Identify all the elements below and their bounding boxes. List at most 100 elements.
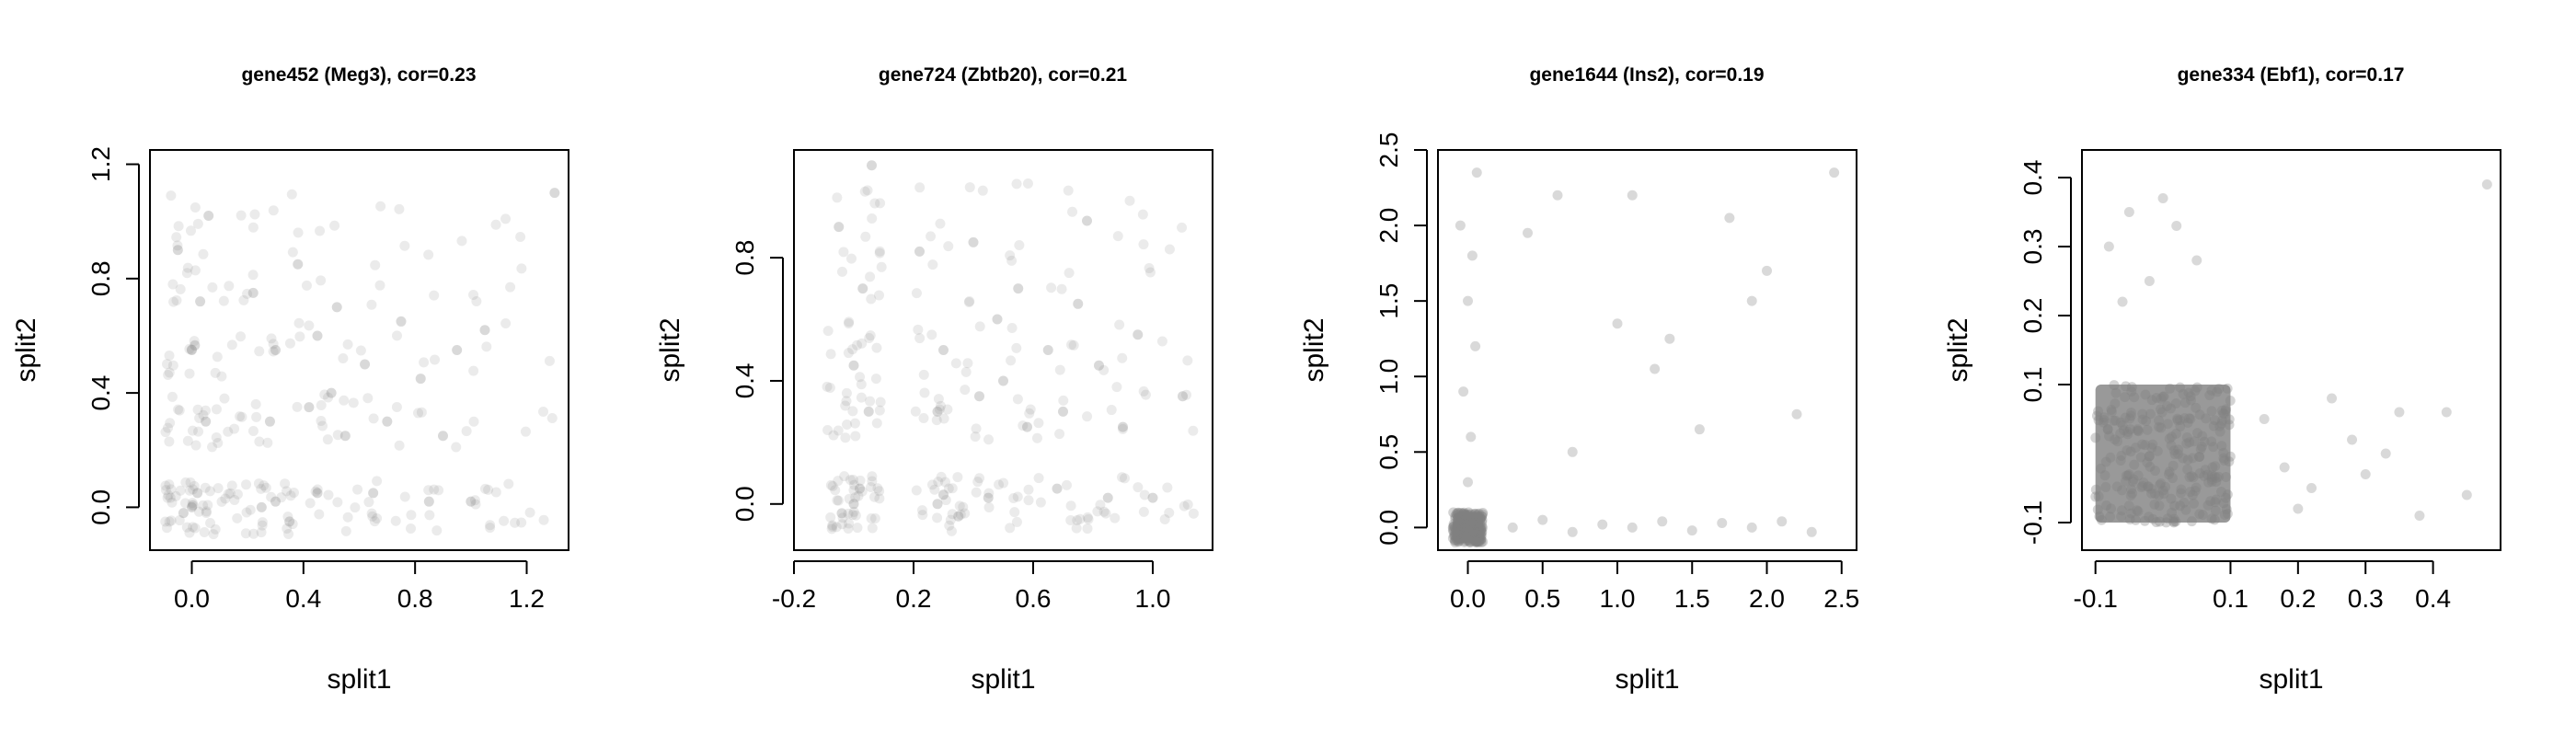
scatter-point [848, 360, 859, 371]
scatter-point [366, 299, 377, 310]
scatter-point [268, 205, 279, 216]
scatter-point [841, 396, 852, 407]
scatter-point [913, 324, 924, 335]
scatter-point [856, 379, 867, 390]
scatter-point [1470, 340, 1481, 351]
scatter-point [270, 345, 281, 355]
scatter-point [236, 331, 247, 342]
scatter-point [1117, 472, 1128, 483]
y-tick-label: 1.5 [1374, 283, 1403, 319]
point-cloud [160, 189, 558, 540]
scatter-point [2461, 489, 2472, 500]
scatter-point [911, 485, 922, 496]
scatter-point [867, 160, 877, 171]
scatter-point [1180, 389, 1191, 400]
scatter-point [254, 346, 265, 357]
scatter-point [874, 247, 885, 259]
scatter-point [1066, 339, 1077, 351]
x-tick-label: 2.5 [1823, 584, 1859, 613]
y-tick-label: -0.1 [2018, 500, 2047, 545]
scatter-point [1082, 523, 1093, 535]
scatter-point [2293, 503, 2304, 514]
chart-title: gene334 (Ebf1), cor=0.17 [2178, 64, 2405, 86]
scatter-point [822, 326, 834, 337]
scatter-point [992, 314, 1003, 325]
scatter-point [822, 381, 833, 392]
scatter-point [312, 488, 323, 499]
scatter-point [187, 498, 198, 509]
scatter-point [366, 508, 377, 519]
scatter-point [229, 423, 240, 434]
scatter-point [181, 522, 192, 533]
y-tick-label: 0.5 [1374, 434, 1403, 470]
plot-frame [1437, 149, 1857, 551]
scatter-point [1182, 355, 1193, 366]
scatter-point [369, 516, 380, 527]
scatter-point [192, 488, 203, 499]
scatter-point [194, 413, 205, 424]
scatter-point [471, 295, 482, 306]
scatter-point [173, 404, 184, 415]
scatter-point [955, 509, 966, 520]
scatter-point [1023, 495, 1034, 506]
scatter-point [2117, 296, 2128, 307]
scatter-point [503, 478, 514, 489]
scatter-point [468, 289, 479, 300]
scatter-point [852, 523, 863, 534]
scatter-point [185, 477, 196, 488]
scatter-point [189, 336, 200, 347]
scatter-point [218, 295, 229, 306]
scatter-point [836, 266, 847, 277]
scatter-point [841, 387, 852, 398]
scatter-point [1567, 526, 1578, 537]
scatter-point [1033, 418, 1044, 429]
scatter-point [213, 483, 224, 494]
scatter-point [223, 426, 234, 437]
scatter-point [190, 339, 201, 351]
scatter-point [199, 527, 210, 538]
scatter-point [867, 471, 878, 482]
scatter-point [162, 492, 173, 503]
y-tick-label: 0.0 [1374, 510, 1403, 546]
scatter-point [362, 393, 374, 404]
scatter-point [342, 339, 353, 350]
scatter-point [825, 349, 836, 360]
scatter-point [315, 225, 326, 236]
scatter-point [524, 507, 535, 518]
scatter-point [184, 343, 195, 354]
scatter-point [929, 484, 940, 495]
scatter-point [292, 401, 303, 412]
scatter-point [1724, 213, 1735, 224]
scatter-point [838, 247, 849, 258]
scatter-point [855, 475, 866, 486]
scatter-point [163, 369, 174, 380]
scatter-point [1071, 523, 1082, 534]
scatter-point [1537, 514, 1548, 525]
scatter-point [323, 392, 334, 403]
scatter-point [960, 385, 971, 396]
scatter-point [1650, 363, 1661, 374]
scatter-point [857, 486, 868, 497]
scatter-point [853, 490, 864, 501]
scatter-point [175, 485, 186, 496]
scatter-point [160, 485, 171, 496]
scatter-point [280, 478, 291, 489]
scatter-point [375, 201, 386, 212]
scatter-point [220, 493, 231, 504]
scatter-point [355, 345, 366, 356]
scatter-point [266, 491, 277, 502]
y-tick-label: 0.0 [86, 489, 115, 525]
scatter-point [836, 519, 847, 530]
scatter-panel-gene1644: gene1644 (Ins2), cor=0.19 0.0 0.5 1.0 1.5 2.0… [1299, 64, 1859, 695]
scatter-point [304, 320, 315, 331]
y-tick-label: 2.5 [1374, 132, 1403, 168]
scatter-point [1138, 385, 1149, 397]
scatter-point [1006, 255, 1018, 266]
scatter-point [2441, 407, 2452, 418]
scatter-point [224, 281, 235, 292]
scatter-point [934, 404, 945, 415]
scatter-point [178, 508, 189, 519]
scatter-point [193, 506, 204, 517]
scatter-point [200, 405, 211, 416]
scatter-point [190, 523, 201, 534]
